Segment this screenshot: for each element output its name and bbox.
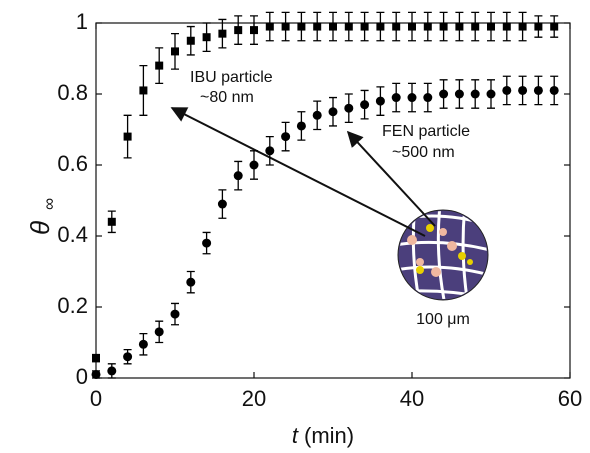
- annotation: ~500 nm: [392, 144, 455, 161]
- point: [296, 121, 306, 131]
- point: [170, 309, 180, 319]
- point: [313, 22, 322, 31]
- point: [550, 22, 559, 31]
- point: [360, 22, 369, 31]
- y-tick-label: 0.8: [57, 80, 88, 105]
- point: [407, 93, 417, 103]
- point: [328, 107, 338, 117]
- point: [454, 89, 464, 99]
- point: [217, 199, 227, 209]
- point: [91, 369, 101, 379]
- arrow: [346, 130, 436, 227]
- point: [249, 160, 259, 170]
- point: [202, 238, 212, 248]
- point: [92, 354, 100, 363]
- point: [533, 85, 543, 95]
- y-tick-label: 1: [76, 9, 88, 34]
- point: [138, 339, 148, 349]
- point: [234, 26, 243, 35]
- point: [107, 366, 117, 376]
- point: [123, 132, 132, 141]
- y-tick-label: 0.4: [57, 222, 88, 247]
- point: [329, 22, 337, 31]
- annotation: FEN particle: [382, 123, 470, 140]
- point: [439, 22, 448, 31]
- point: [487, 22, 495, 31]
- point: [376, 22, 385, 31]
- x-tick-label: 20: [242, 386, 266, 411]
- y-tick-label: 0.6: [57, 151, 88, 176]
- x-axis-label: t: [292, 423, 299, 448]
- y-axis-label: θ ∞: [25, 198, 59, 235]
- y-tick-label: 0.2: [57, 293, 88, 318]
- point: [502, 22, 511, 31]
- point: [233, 171, 243, 181]
- point: [218, 29, 227, 38]
- point: [155, 61, 164, 70]
- point: [265, 146, 275, 156]
- y-tick-label: 0: [76, 364, 88, 389]
- point: [455, 22, 464, 31]
- point: [470, 89, 480, 99]
- point: [549, 85, 559, 95]
- point: [265, 22, 274, 31]
- point: [186, 277, 196, 287]
- point: [518, 22, 527, 31]
- point: [281, 22, 290, 31]
- y-axis-label-sub: ∞: [39, 198, 58, 210]
- inset: [397, 209, 489, 301]
- point: [486, 89, 496, 99]
- point: [281, 132, 291, 142]
- annotation: ~80 nm: [200, 89, 254, 106]
- point: [423, 93, 433, 103]
- y-axis-label: θ: [25, 221, 55, 235]
- point: [534, 22, 543, 31]
- point: [392, 22, 401, 31]
- annotation: IBU particle: [190, 69, 273, 86]
- x-tick-label: 40: [400, 386, 424, 411]
- point: [344, 22, 353, 31]
- point: [344, 103, 354, 113]
- point: [360, 100, 370, 110]
- arrow: [170, 107, 426, 237]
- annotation: 100 μm: [416, 311, 470, 328]
- point: [202, 33, 211, 42]
- point: [186, 36, 195, 45]
- point: [518, 85, 528, 95]
- point: [408, 22, 416, 31]
- point: [107, 217, 116, 226]
- x-axis-label: (min): [304, 423, 354, 448]
- x-tick-label: 0: [90, 386, 102, 411]
- point: [439, 89, 449, 99]
- point: [154, 327, 164, 337]
- point: [471, 22, 480, 31]
- point: [297, 22, 306, 31]
- point: [375, 96, 385, 106]
- point: [250, 26, 258, 35]
- point: [123, 352, 133, 362]
- point: [312, 110, 322, 120]
- point: [423, 22, 432, 31]
- point: [139, 86, 148, 95]
- point: [391, 93, 401, 103]
- point: [171, 47, 179, 56]
- plot-frame: [95, 22, 571, 379]
- x-tick-label: 60: [558, 386, 582, 411]
- point: [502, 85, 512, 95]
